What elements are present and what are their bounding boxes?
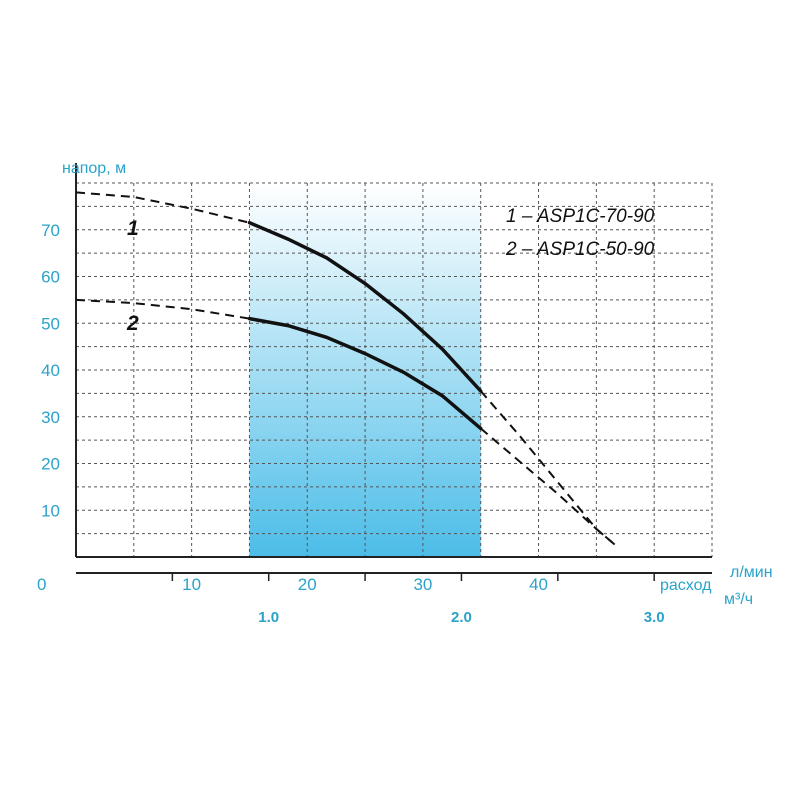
y-tick-label: 70 (41, 221, 60, 240)
x-tick-label-lmin: 10 (182, 575, 201, 594)
y-tick-label: 40 (41, 361, 60, 380)
series-label-2: 2 (126, 312, 139, 335)
x-axis-title-lmin: л/мин (730, 564, 773, 581)
origin-label: 0 (37, 575, 46, 594)
x-tick-label-lmin: 20 (298, 575, 317, 594)
series-1-curve (247, 220, 483, 393)
y-tick-label: 20 (41, 455, 60, 474)
y-tick-labels: 10 20 30 40 50 60 70 (41, 221, 60, 521)
x-axis-title-flow: расход (660, 577, 712, 594)
y-tick-label: 10 (41, 501, 60, 520)
series-2-curve (247, 316, 483, 431)
grid (75, 182, 713, 558)
x-tick-label-m3h: 2.0 (451, 609, 472, 626)
series-2-dashed-end (480, 427, 617, 547)
x-tick-labels-lmin: 10 20 30 40 (182, 575, 548, 594)
y-tick-label: 60 (41, 268, 60, 287)
x-tick-label-m3h: 3.0 (644, 609, 665, 626)
x-axis-title-m3h: м³/ч (724, 591, 753, 608)
x-tick-label-lmin: 40 (529, 575, 548, 594)
legend-item-1: 1 – ASP1C-70-90 (506, 206, 655, 227)
legend-item-2: 2 – ASP1C-50-90 (505, 239, 655, 260)
y-tick-label: 50 (41, 314, 60, 333)
y-axis-title: напор, м (62, 160, 126, 177)
curves (75, 191, 617, 547)
x-tick-labels-m3h: 1.0 2.0 3.0 (171, 573, 665, 626)
series-1-dashed-end (479, 390, 617, 547)
x-tick-label-m3h: 1.0 (258, 609, 279, 626)
y-tick-label: 30 (41, 408, 60, 427)
series-label-1: 1 (127, 217, 139, 240)
series-2-dashed-start (75, 298, 250, 320)
x-tick-label-lmin: 30 (413, 575, 432, 594)
series-1-dashed-start (75, 191, 250, 224)
